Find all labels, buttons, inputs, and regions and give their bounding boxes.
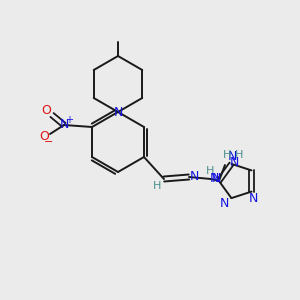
Text: H: H xyxy=(235,150,243,160)
Text: H: H xyxy=(153,181,161,191)
Text: H: H xyxy=(223,150,231,160)
Text: +: + xyxy=(65,115,73,125)
Text: N: N xyxy=(211,172,221,184)
Text: H: H xyxy=(206,166,214,176)
Text: N: N xyxy=(59,118,69,131)
Text: N: N xyxy=(220,196,229,210)
Text: O: O xyxy=(41,104,51,118)
Text: −: − xyxy=(44,137,54,147)
Text: O: O xyxy=(39,130,49,142)
Text: N: N xyxy=(113,106,123,118)
Text: N: N xyxy=(209,172,219,185)
Text: N: N xyxy=(249,192,258,205)
Text: N: N xyxy=(189,169,199,182)
Text: N: N xyxy=(229,155,239,169)
Text: N: N xyxy=(228,150,237,164)
